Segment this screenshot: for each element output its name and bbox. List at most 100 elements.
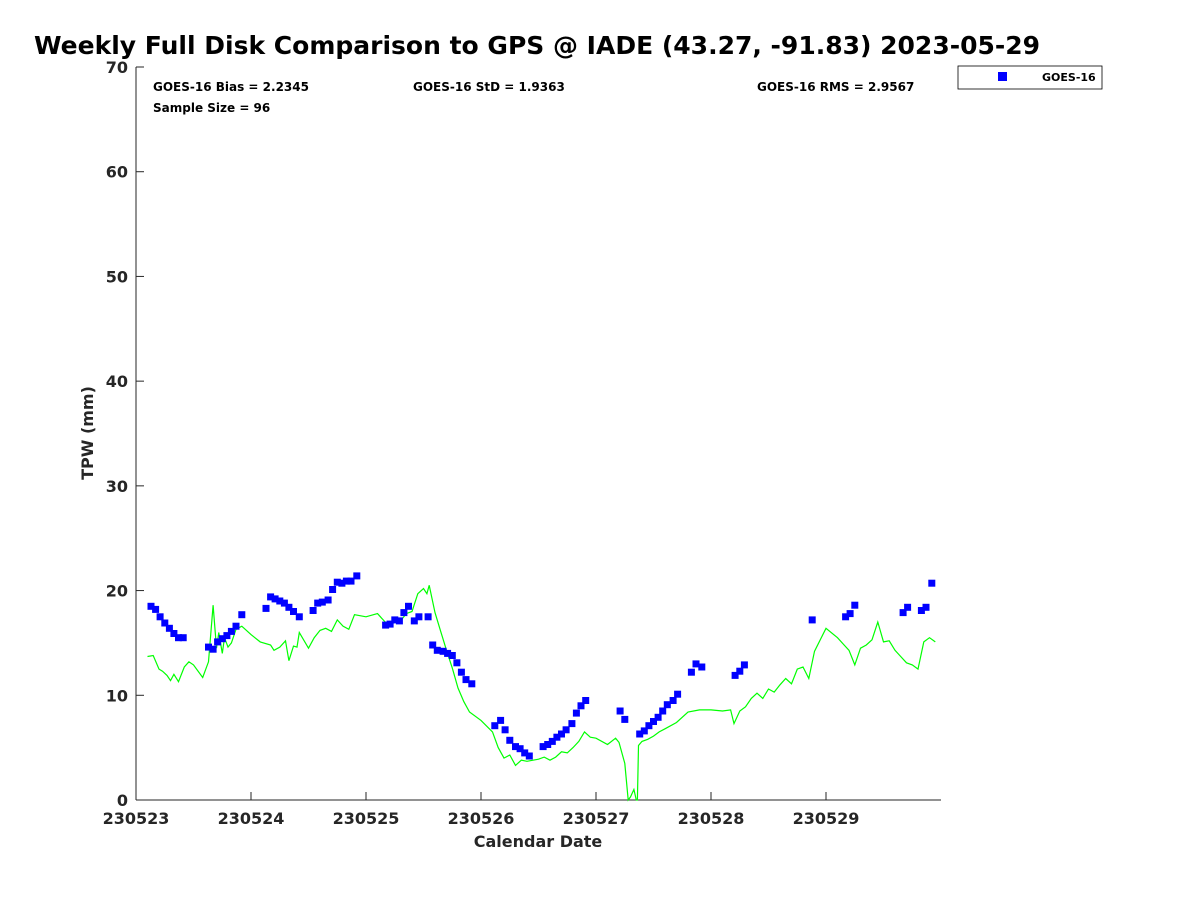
- goes16-point: [553, 733, 561, 741]
- goes16-point: [687, 668, 695, 676]
- goes16-point: [314, 599, 322, 607]
- goes16-point: [904, 603, 912, 611]
- goes16-point: [698, 663, 706, 671]
- goes16-point: [295, 613, 303, 621]
- legend-box: [957, 65, 1103, 90]
- goes16-point: [386, 620, 394, 628]
- goes16-point: [165, 624, 173, 632]
- goes16-point: [650, 718, 657, 725]
- goes16-point: [147, 602, 155, 610]
- goes16-point: [645, 722, 653, 730]
- goes16-point: [842, 613, 850, 621]
- goes16-point: [501, 726, 509, 734]
- goes16-point: [636, 730, 644, 738]
- y-tick-label: 10: [106, 686, 128, 705]
- goes16-point: [568, 720, 576, 728]
- goes16-point: [444, 649, 452, 657]
- x-axis-label: Calendar Date: [474, 832, 603, 851]
- goes16-point: [161, 619, 169, 627]
- y-tick-label: 0: [117, 791, 128, 810]
- goes16-point: [539, 743, 547, 751]
- goes16-point: [928, 579, 936, 587]
- goes16-point: [558, 730, 565, 738]
- goes16-point: [899, 609, 907, 617]
- goes16-point: [214, 638, 222, 646]
- goes16-point: [616, 707, 624, 715]
- goes16-point: [156, 613, 164, 621]
- goes16-point: [415, 613, 423, 621]
- gps-series: [147, 585, 936, 802]
- goes16-point: [209, 645, 217, 653]
- goes16-point: [659, 707, 667, 715]
- legend-label: GOES-16: [1042, 71, 1096, 84]
- x-tick-label: 230529: [793, 809, 860, 828]
- goes16-point: [457, 668, 465, 676]
- goes16-point: [433, 646, 441, 654]
- x-tick-label: 230523: [103, 809, 170, 828]
- goes16-point: [640, 727, 648, 735]
- chart-title: Weekly Full Disk Comparison to GPS @ IAD…: [34, 31, 1040, 60]
- x-tick-label: 230527: [563, 809, 630, 828]
- goes16-point: [917, 607, 925, 614]
- bias-stat: GOES-16 Bias = 2.2345: [153, 80, 309, 94]
- goes16-point: [506, 736, 514, 744]
- goes16-point: [410, 617, 418, 625]
- goes16-point: [453, 659, 461, 667]
- goes16-point: [674, 690, 682, 698]
- y-tick-label: 40: [106, 372, 128, 391]
- y-axis-label: TPW (mm): [78, 386, 97, 480]
- goes16-point: [491, 722, 499, 730]
- goes16-point: [582, 697, 590, 704]
- goes16-point: [851, 601, 859, 609]
- goes16-point: [232, 622, 240, 630]
- goes16-point: [429, 641, 437, 649]
- legend: GOES-16: [957, 65, 1103, 90]
- goes16-point: [525, 752, 533, 760]
- goes16-point: [175, 634, 182, 642]
- goes16-point: [448, 652, 456, 659]
- goes16-point: [223, 632, 231, 640]
- goes16-point: [227, 627, 235, 635]
- x-tick-label: 230524: [218, 809, 285, 828]
- x-tick-label: 230528: [678, 809, 745, 828]
- goes16-point: [262, 604, 270, 612]
- goes16-point: [516, 745, 524, 753]
- goes16-point: [424, 613, 432, 621]
- goes16-point: [309, 607, 317, 614]
- goes16-point: [271, 595, 279, 603]
- x-tick-label: 230526: [448, 809, 515, 828]
- goes16-point: [353, 572, 361, 580]
- goes16-point: [692, 660, 700, 668]
- goes16-point: [170, 630, 178, 637]
- goes16-point: [395, 617, 403, 625]
- axes: 0 10 20 30 40 50 60 70 230523 230524 230525 230526 2…: [103, 58, 941, 828]
- y-tick-label: 60: [106, 163, 128, 182]
- goes16-point: [497, 716, 505, 724]
- goes16-point: [382, 621, 390, 629]
- goes16-point: [400, 609, 408, 617]
- goes16-point: [544, 741, 552, 748]
- goes16-point: [808, 616, 816, 624]
- goes16-point: [572, 709, 580, 717]
- goes16-point: [548, 737, 556, 745]
- legend-marker: [998, 72, 1007, 81]
- goes16-point: [922, 603, 930, 611]
- gps-line: [147, 585, 936, 802]
- goes16-point: [290, 608, 297, 615]
- goes16-point: [205, 643, 212, 651]
- goes16-point: [462, 676, 470, 684]
- goes16-point: [654, 713, 662, 721]
- goes16-point: [342, 577, 350, 585]
- goes16-point: [621, 715, 629, 723]
- goes16-point: [439, 647, 447, 655]
- y-tick-label: 20: [106, 582, 128, 601]
- goes16-point: [324, 596, 332, 604]
- goes16-point: [318, 598, 326, 606]
- goes16-series: [147, 572, 936, 760]
- goes16-point: [347, 577, 355, 585]
- goes16-point: [152, 605, 160, 613]
- goes16-point: [577, 702, 585, 710]
- std-stat: GOES-16 StD = 1.9363: [413, 80, 565, 94]
- goes16-point: [333, 578, 341, 586]
